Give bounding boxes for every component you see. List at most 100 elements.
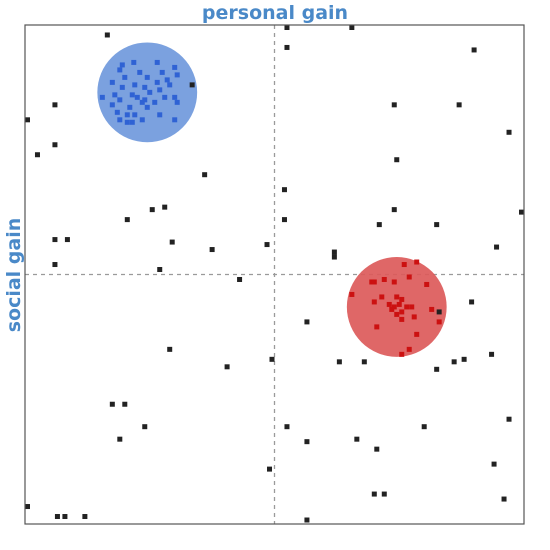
blue-cluster-point [139, 117, 145, 123]
red-cluster-point [399, 351, 405, 357]
blue-cluster-point [124, 119, 130, 125]
blue-cluster-point [174, 99, 180, 105]
data-point [122, 401, 128, 407]
data-point [52, 237, 58, 243]
blue-cluster-point [157, 112, 163, 118]
data-point [124, 217, 130, 223]
red-cluster-point [429, 306, 435, 312]
data-point [62, 514, 68, 520]
red-cluster-point [411, 314, 417, 320]
red-cluster-point [424, 281, 430, 287]
data-point [434, 222, 440, 228]
data-point [349, 24, 355, 30]
data-point [209, 247, 215, 253]
data-point [284, 44, 290, 50]
data-point [34, 152, 40, 158]
blue-cluster-point [134, 94, 140, 100]
data-point [374, 446, 380, 452]
blue-cluster-point [129, 92, 135, 98]
data-point [281, 187, 287, 193]
data-point [24, 504, 30, 510]
blue-cluster-point [99, 94, 105, 100]
blue-cluster-point [127, 104, 133, 110]
blue-cluster-point [162, 94, 168, 100]
data-point [149, 207, 155, 213]
blue-cluster-point [117, 97, 123, 103]
data-point [506, 129, 512, 135]
data-point [451, 359, 457, 365]
data-point [336, 359, 342, 365]
data-point [434, 366, 440, 372]
data-point [304, 439, 310, 445]
data-point [52, 102, 58, 108]
data-point [224, 364, 230, 370]
blue-cluster-point [124, 112, 130, 118]
data-point [494, 244, 500, 250]
blue-cluster-point [131, 59, 137, 65]
data-point [237, 276, 243, 282]
data-point [354, 436, 360, 442]
data-point [456, 102, 462, 108]
data-point [117, 436, 123, 442]
red-cluster-point [391, 279, 397, 285]
blue-cluster-point [152, 99, 158, 105]
data-point [82, 514, 88, 520]
blue-cluster-point [164, 77, 170, 83]
data-point [376, 222, 382, 228]
blue-cluster-point [159, 69, 165, 75]
data-point [162, 204, 168, 210]
data-point [169, 239, 175, 245]
data-point [469, 299, 475, 305]
data-point [461, 356, 467, 362]
red-cluster-point [436, 319, 442, 325]
red-cluster-point [379, 294, 385, 300]
red-cluster-point [371, 279, 377, 285]
blue-cluster-point [154, 59, 160, 65]
data-point [281, 217, 287, 223]
red-cluster-point [414, 331, 420, 337]
blue-cluster-point [137, 69, 143, 75]
blue-cluster-point [172, 64, 178, 70]
data-point [361, 359, 367, 365]
data-point [104, 32, 110, 38]
blue-cluster-point [112, 92, 118, 98]
blue-cluster-point [144, 104, 150, 110]
red-cluster-point [406, 346, 412, 352]
data-point [267, 466, 273, 472]
blue-cluster-point [157, 87, 163, 93]
data-point [304, 517, 310, 523]
blue-cluster-point [129, 119, 135, 125]
red-cluster-point [394, 294, 400, 300]
data-point [304, 319, 310, 325]
blue-cluster-point [167, 82, 173, 88]
data-point [394, 157, 400, 163]
data-point [202, 172, 208, 178]
data-point [284, 424, 290, 430]
data-point [436, 309, 442, 315]
data-point [506, 416, 512, 422]
reference-lines [25, 25, 524, 524]
blue-cluster-point [132, 112, 138, 118]
data-point [471, 47, 477, 53]
red-cluster-point [399, 316, 405, 322]
data-point [381, 491, 387, 497]
data-point [64, 237, 70, 243]
blue-cluster-point [119, 62, 125, 68]
red-cluster-point [409, 304, 415, 310]
data-point [157, 267, 163, 273]
data-point [421, 424, 427, 430]
data-point [269, 356, 275, 362]
blue-cluster-point [174, 72, 180, 78]
red-cluster-point [386, 301, 392, 307]
blue-cluster-point [114, 109, 120, 115]
red-cluster-point [374, 324, 380, 330]
data-point [331, 254, 337, 260]
red-cluster-point [406, 274, 412, 280]
blue-cluster-point [142, 84, 148, 90]
blue-cluster-point [117, 67, 123, 73]
plot-frame [24, 24, 525, 525]
red-cluster-point [349, 291, 355, 297]
data-point [331, 249, 337, 255]
data-point [491, 461, 497, 467]
